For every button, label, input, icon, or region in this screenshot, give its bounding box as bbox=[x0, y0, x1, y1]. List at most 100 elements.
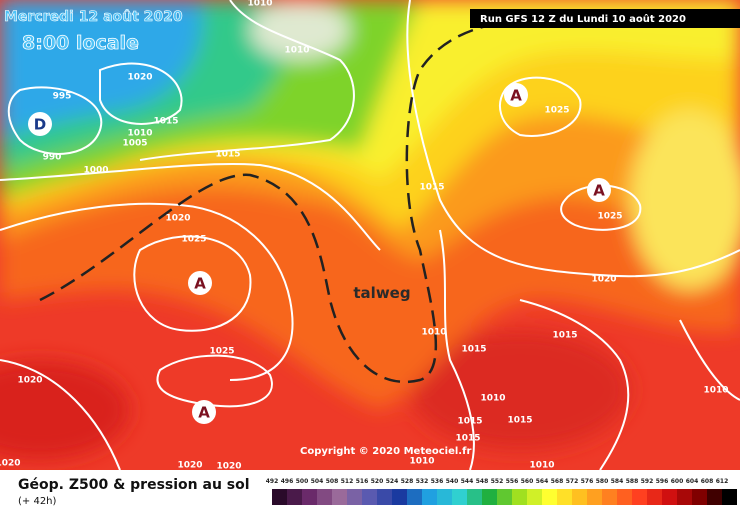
isobar-label: 1010 bbox=[284, 46, 309, 56]
pressure-center-label: A bbox=[510, 87, 522, 105]
scale-swatch bbox=[497, 489, 512, 505]
scale-swatch bbox=[602, 489, 617, 505]
isobar-label: 1000 bbox=[83, 166, 108, 176]
pressure-center-label: A bbox=[198, 404, 210, 422]
isobar-label: 1025 bbox=[209, 347, 234, 357]
legend-lead: (+ 42h) bbox=[18, 496, 57, 507]
scale-swatch bbox=[392, 489, 407, 505]
scale-label: 572 bbox=[566, 478, 579, 485]
scale-swatch bbox=[617, 489, 632, 505]
scale-label: 492 bbox=[266, 478, 279, 485]
pressure-center-label: D bbox=[34, 116, 46, 134]
scale-swatch bbox=[677, 489, 692, 505]
isobars bbox=[0, 0, 740, 470]
scale-label: 544 bbox=[461, 478, 474, 485]
isobar-label: 1020 bbox=[591, 275, 616, 285]
scale-swatch bbox=[407, 489, 422, 505]
isobar-label: 1010 bbox=[127, 129, 152, 139]
scale-swatch bbox=[557, 489, 572, 505]
scale-label: 520 bbox=[371, 478, 384, 485]
scale-label: 608 bbox=[701, 478, 714, 485]
run-info: Run GFS 12 Z du Lundi 10 août 2020 bbox=[480, 13, 686, 25]
scale-label: 584 bbox=[611, 478, 624, 485]
isobar-label: 1015 bbox=[461, 345, 486, 355]
isobar-label: 1015 bbox=[215, 150, 240, 160]
scale-swatch bbox=[572, 489, 587, 505]
isobar-label: 1020 bbox=[165, 214, 190, 224]
scale-label: 496 bbox=[281, 478, 294, 485]
scale-label: 560 bbox=[521, 478, 534, 485]
trough-label: talweg bbox=[353, 284, 410, 302]
isobar-label: 1015 bbox=[457, 417, 482, 427]
scale-label: 576 bbox=[581, 478, 594, 485]
scale-swatch bbox=[527, 489, 542, 505]
scale-swatch bbox=[437, 489, 452, 505]
scale-swatch bbox=[317, 489, 332, 505]
pressure-center bbox=[188, 271, 212, 295]
pressure-center-label: A bbox=[593, 182, 605, 200]
scale-label: 552 bbox=[491, 478, 504, 485]
isobar-label: 990 bbox=[43, 153, 62, 163]
scale-label: 580 bbox=[596, 478, 609, 485]
isobar-label: 1005 bbox=[122, 139, 147, 149]
scale-swatch bbox=[287, 489, 302, 505]
isobar-label: 995 bbox=[53, 92, 72, 102]
pressure-center bbox=[28, 112, 52, 136]
scale-label: 592 bbox=[641, 478, 654, 485]
scale-swatch bbox=[332, 489, 347, 505]
copyright: Copyright © 2020 Meteociel.fr bbox=[300, 446, 471, 457]
isobar-label: 1025 bbox=[544, 106, 569, 116]
isobar-label: 1015 bbox=[419, 183, 444, 193]
isobar-label: 1015 bbox=[153, 117, 178, 127]
isobar-label: 1010 bbox=[703, 386, 728, 396]
scale-swatch bbox=[662, 489, 677, 505]
scale-label: 536 bbox=[431, 478, 444, 485]
field: talweg bbox=[0, 0, 740, 470]
scale-label: 540 bbox=[446, 478, 459, 485]
scale-swatch bbox=[377, 489, 392, 505]
trough-line bbox=[39, 23, 491, 384]
isobar-label: 1015 bbox=[507, 416, 532, 426]
isobar-label: 1010 bbox=[247, 0, 272, 9]
isobar-label: 1020 bbox=[17, 376, 42, 386]
scale-swatch bbox=[722, 489, 737, 505]
scale-label: 548 bbox=[476, 478, 489, 485]
scale-swatch bbox=[707, 489, 722, 505]
isobar-label: 1025 bbox=[181, 235, 206, 245]
pressure-center bbox=[587, 178, 611, 202]
scale-swatch bbox=[302, 489, 317, 505]
scale-swatch bbox=[512, 489, 527, 505]
isobar-label: 1015 bbox=[455, 434, 480, 444]
isobar-label: 1020 bbox=[216, 462, 241, 472]
legend-title: Géop. Z500 & pression au sol bbox=[18, 477, 250, 493]
isobar-label: 1010 bbox=[421, 328, 446, 338]
scale-label: 568 bbox=[551, 478, 564, 485]
scale-swatch bbox=[632, 489, 647, 505]
scale-label: 524 bbox=[386, 478, 399, 485]
isobar-label: 1025 bbox=[597, 212, 622, 222]
isobar-label: 1020 bbox=[177, 461, 202, 471]
isobar-label: 1020 bbox=[127, 73, 152, 83]
scale-swatch bbox=[362, 489, 377, 505]
isobar-label: 1015 bbox=[552, 331, 577, 341]
forecast-time: 8:00 locale bbox=[22, 32, 139, 54]
scale-label: 604 bbox=[686, 478, 699, 485]
pressure-center bbox=[192, 400, 216, 424]
scale-label: 516 bbox=[356, 478, 369, 485]
forecast-date: Mercredi 12 août 2020 bbox=[4, 9, 183, 25]
scale-swatch bbox=[272, 489, 287, 505]
scale-label: 588 bbox=[626, 478, 639, 485]
scale-label: 512 bbox=[341, 478, 354, 485]
scale-swatch bbox=[452, 489, 467, 505]
scale-swatch bbox=[482, 489, 497, 505]
scale-label: 500 bbox=[296, 478, 309, 485]
scale-label: 532 bbox=[416, 478, 429, 485]
scale-label: 596 bbox=[656, 478, 669, 485]
scale-label: 508 bbox=[326, 478, 339, 485]
scale-label: 504 bbox=[311, 478, 324, 485]
scale-swatch bbox=[587, 489, 602, 505]
scale-label: 556 bbox=[506, 478, 519, 485]
isobar-label: 1010 bbox=[529, 461, 554, 471]
scale-label: 528 bbox=[401, 478, 414, 485]
